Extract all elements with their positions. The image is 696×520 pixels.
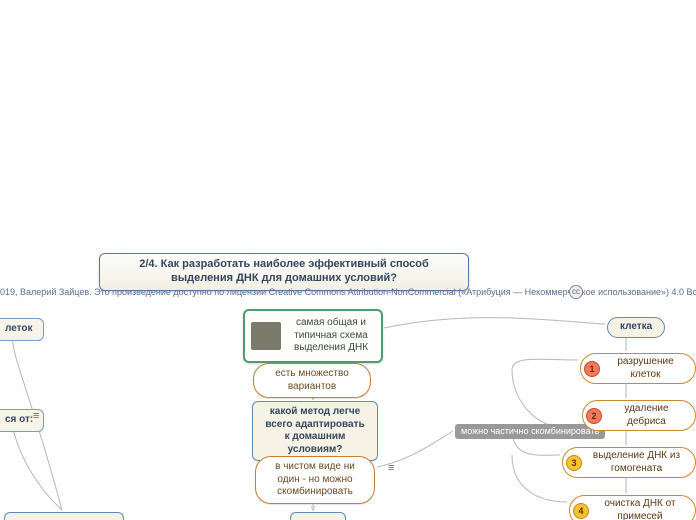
scheme-label: самая общая и типичная схема выделения Д…	[287, 317, 375, 355]
step-4[interactable]: 4 очистка ДНК от примесей	[569, 495, 696, 520]
root-topic[interactable]: 2/4. Как разработать наиболее эффективны…	[99, 253, 469, 291]
step-2[interactable]: 2 удаление дебриса	[582, 400, 696, 431]
partial-node-bottom-1[interactable]	[4, 512, 124, 520]
combine-node[interactable]: в чистом виде ни один - но можно скомбин…	[255, 456, 375, 504]
step-number-icon: 1	[584, 361, 600, 377]
license-text: 019, Валерий Зайцев. Это произведение до…	[0, 287, 696, 297]
cc-icon: cc	[569, 285, 583, 299]
step-label: удаление дебриса	[608, 403, 685, 428]
variants-node[interactable]: есть множество вариантов	[253, 363, 371, 398]
partial-node-left-1[interactable]: леток	[0, 318, 44, 341]
adapt-question-node[interactable]: какой метод легче всего адаптировать к д…	[252, 401, 378, 461]
expand-icon[interactable]: ≡	[388, 462, 394, 474]
step-label: разрушение клеток	[606, 356, 685, 381]
mindmap-canvas: 2/4. Как разработать наиболее эффективны…	[0, 0, 696, 520]
step-number-icon: 3	[566, 455, 582, 471]
step-label: выделение ДНК из гомогената	[588, 450, 685, 475]
step-number-icon: 2	[586, 408, 602, 424]
step-1[interactable]: 1 разрушение клеток	[580, 353, 696, 384]
step-3[interactable]: 3 выделение ДНК из гомогената	[562, 447, 696, 478]
step-label: очистка ДНК от примесей	[595, 498, 685, 520]
scheme-node[interactable]: самая общая и типичная схема выделения Д…	[243, 309, 383, 363]
scheme-thumbnail	[251, 322, 281, 350]
expand-icon[interactable]: ≡	[33, 410, 39, 422]
partial-node-bottom-2[interactable]	[290, 512, 346, 520]
step-number-icon: 4	[573, 503, 589, 519]
partial-combine-tag[interactable]: можно частично скомбинировать	[455, 424, 605, 439]
cell-node[interactable]: клетка	[607, 317, 665, 338]
